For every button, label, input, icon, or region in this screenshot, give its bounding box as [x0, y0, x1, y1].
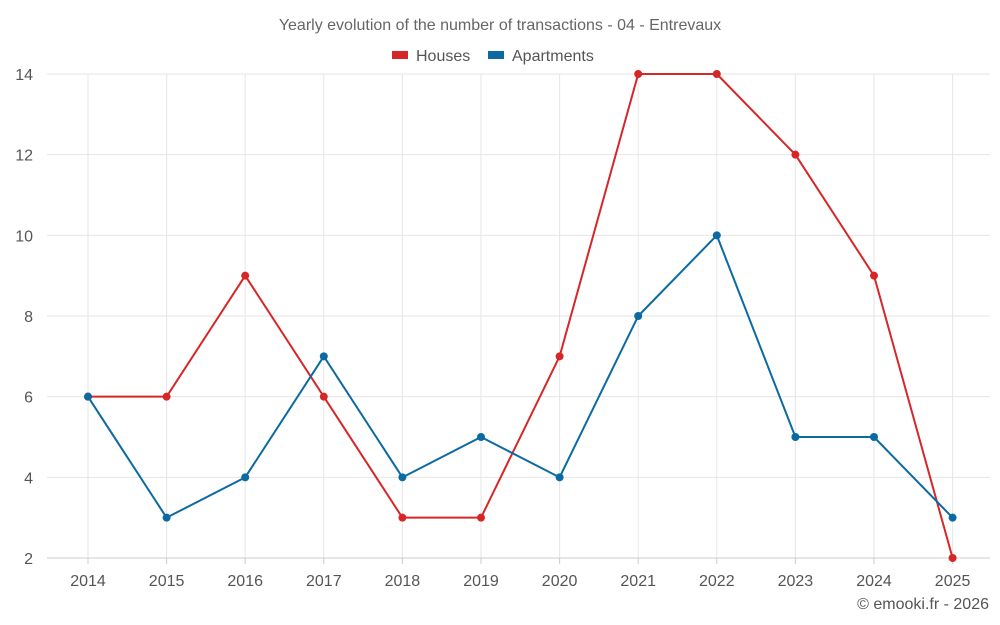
series-line-houses: [88, 73, 954, 559]
x-tick-label: 2015: [149, 573, 185, 590]
data-point-apartments[interactable]: [84, 392, 92, 401]
x-tick-label: 2014: [70, 573, 106, 590]
x-tick-label: 2022: [699, 573, 735, 590]
gridlines: [47, 73, 990, 559]
data-point-houses[interactable]: [948, 554, 957, 562]
data-point-apartments[interactable]: [712, 231, 721, 240]
data-point-apartments[interactable]: [555, 473, 564, 482]
data-point-apartments[interactable]: [398, 473, 407, 482]
x-tick-label: 2017: [306, 573, 342, 590]
y-tick-label: 12: [15, 148, 33, 165]
data-point-houses[interactable]: [791, 150, 800, 159]
data-point-houses[interactable]: [870, 271, 878, 280]
x-tick-label: 2024: [856, 573, 892, 590]
legend-label-apartments: Apartments: [512, 48, 594, 65]
y-tick-label: 8: [24, 309, 33, 326]
credit: © emooki.fr - 2026: [857, 596, 989, 613]
legend-item-houses[interactable]: Houses: [392, 48, 470, 65]
data-point-apartments[interactable]: [791, 433, 800, 441]
series-houses: [84, 70, 957, 562]
data-point-apartments[interactable]: [870, 433, 878, 441]
data-point-houses[interactable]: [477, 513, 485, 522]
legend-swatch-apartments: [488, 51, 504, 59]
legend-item-apartments[interactable]: Apartments: [488, 48, 594, 65]
x-axis-ticks: 2014 2015 2016 2017 2018 2019 2020 2021 2022 2023…: [70, 558, 970, 590]
data-point-apartments[interactable]: [319, 352, 328, 361]
data-point-apartments[interactable]: [162, 513, 171, 522]
x-tick-label: 2020: [542, 573, 578, 590]
data-point-apartments[interactable]: [477, 433, 485, 441]
series-apartments: [84, 231, 957, 522]
data-point-houses[interactable]: [712, 70, 721, 78]
x-tick-label: 2016: [227, 573, 263, 590]
chart-title: Yearly evolution of the number of transa…: [279, 17, 721, 34]
data-point-apartments[interactable]: [948, 513, 957, 522]
data-point-houses[interactable]: [319, 392, 328, 401]
x-tick-label: 2019: [463, 573, 499, 590]
data-point-houses[interactable]: [241, 271, 250, 280]
legend-label-houses: Houses: [416, 48, 470, 65]
data-point-apartments[interactable]: [634, 312, 643, 320]
data-point-apartments[interactable]: [241, 473, 250, 482]
y-tick-label: 10: [15, 228, 33, 245]
series-line-apartments: [87, 234, 954, 519]
series: [84, 70, 957, 562]
x-tick-label: 2021: [620, 573, 656, 590]
y-tick-label: 14: [15, 67, 33, 84]
y-axis-ticks: 2 4 6 8 10 12 14: [15, 67, 33, 568]
x-tick-label: 2023: [778, 573, 814, 590]
data-point-houses[interactable]: [162, 392, 171, 401]
y-tick-label: 2: [24, 551, 33, 568]
x-tick-label: 2025: [935, 573, 971, 590]
data-point-houses[interactable]: [555, 352, 564, 361]
legend: Houses Apartments: [392, 48, 594, 65]
legend-swatch-houses: [392, 51, 408, 59]
y-tick-label: 4: [24, 470, 33, 487]
data-point-houses[interactable]: [634, 70, 643, 78]
x-tick-label: 2018: [385, 573, 421, 590]
data-point-houses[interactable]: [398, 513, 407, 522]
y-tick-label: 6: [24, 390, 33, 407]
